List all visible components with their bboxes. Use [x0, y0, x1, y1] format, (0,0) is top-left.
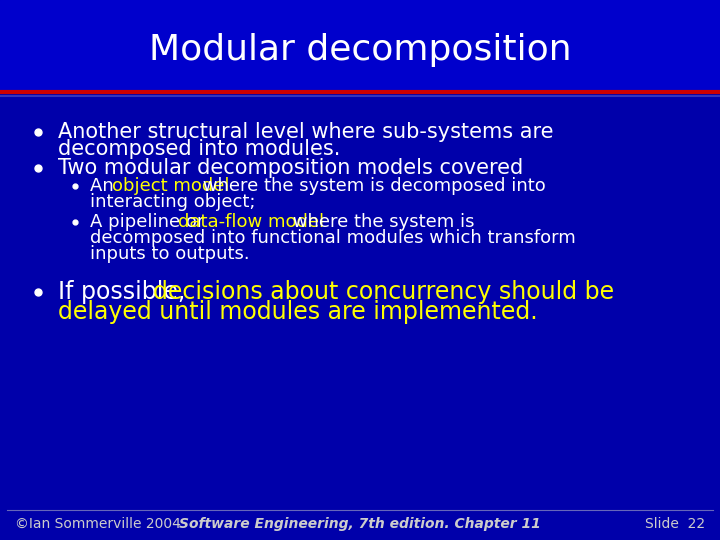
Text: ©Ian Sommerville 2004: ©Ian Sommerville 2004: [15, 517, 181, 531]
Text: Two modular decomposition models covered: Two modular decomposition models covered: [58, 158, 523, 178]
Text: decomposed into functional modules which transform: decomposed into functional modules which…: [90, 229, 576, 247]
Text: decisions about concurrency should be: decisions about concurrency should be: [153, 280, 614, 304]
Text: inputs to outputs.: inputs to outputs.: [90, 245, 250, 263]
Text: data-flow model: data-flow model: [178, 213, 324, 231]
Text: Another structural level where sub-systems are: Another structural level where sub-syste…: [58, 122, 554, 142]
Text: An: An: [90, 177, 120, 195]
Text: Modular decomposition: Modular decomposition: [149, 33, 571, 67]
Text: decomposed into modules.: decomposed into modules.: [58, 139, 341, 159]
Text: where the system is: where the system is: [287, 213, 474, 231]
Text: delayed until modules are implemented.: delayed until modules are implemented.: [58, 300, 538, 324]
Text: Slide  22: Slide 22: [645, 517, 705, 531]
Text: A pipeline or: A pipeline or: [90, 213, 210, 231]
Text: If possible,: If possible,: [58, 280, 193, 304]
Text: object model: object model: [112, 177, 230, 195]
Bar: [0, 0, 720, 92]
Text: where the system is decomposed into: where the system is decomposed into: [197, 177, 546, 195]
Text: interacting object;: interacting object;: [90, 193, 256, 211]
Text: Software Engineering, 7th edition. Chapter 11: Software Engineering, 7th edition. Chapt…: [179, 517, 541, 531]
